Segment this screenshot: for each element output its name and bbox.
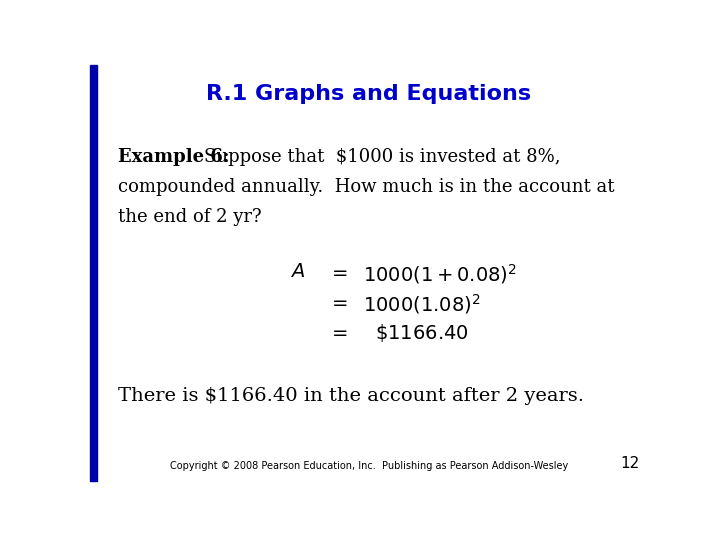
- Text: Copyright © 2008 Pearson Education, Inc.  Publishing as Pearson Addison-Wesley: Copyright © 2008 Pearson Education, Inc.…: [170, 462, 568, 471]
- Text: $\$1166.40$: $\$1166.40$: [374, 322, 468, 344]
- Text: $=$: $=$: [328, 262, 348, 281]
- Text: $A$: $A$: [289, 262, 305, 281]
- Text: R.1 Graphs and Equations: R.1 Graphs and Equations: [207, 84, 531, 104]
- Text: 12: 12: [621, 456, 639, 471]
- Text: $=$: $=$: [328, 292, 348, 311]
- Text: $1000(1+0.08)^{2}$: $1000(1+0.08)^{2}$: [364, 262, 518, 286]
- Text: $1000(1.08)^{2}$: $1000(1.08)^{2}$: [364, 292, 481, 316]
- Bar: [90, 65, 97, 481]
- Text: the end of 2 yr?: the end of 2 yr?: [118, 208, 261, 226]
- Text: $=$: $=$: [328, 322, 348, 341]
- Text: There is $1166.40 in the account after 2 years.: There is $1166.40 in the account after 2…: [118, 387, 584, 405]
- Text: Example 6:: Example 6:: [118, 148, 230, 166]
- Text: compounded annually.  How much is in the account at: compounded annually. How much is in the …: [118, 178, 614, 196]
- Text: Suppose that  $1000 is invested at 8%,: Suppose that $1000 is invested at 8%,: [204, 148, 561, 166]
